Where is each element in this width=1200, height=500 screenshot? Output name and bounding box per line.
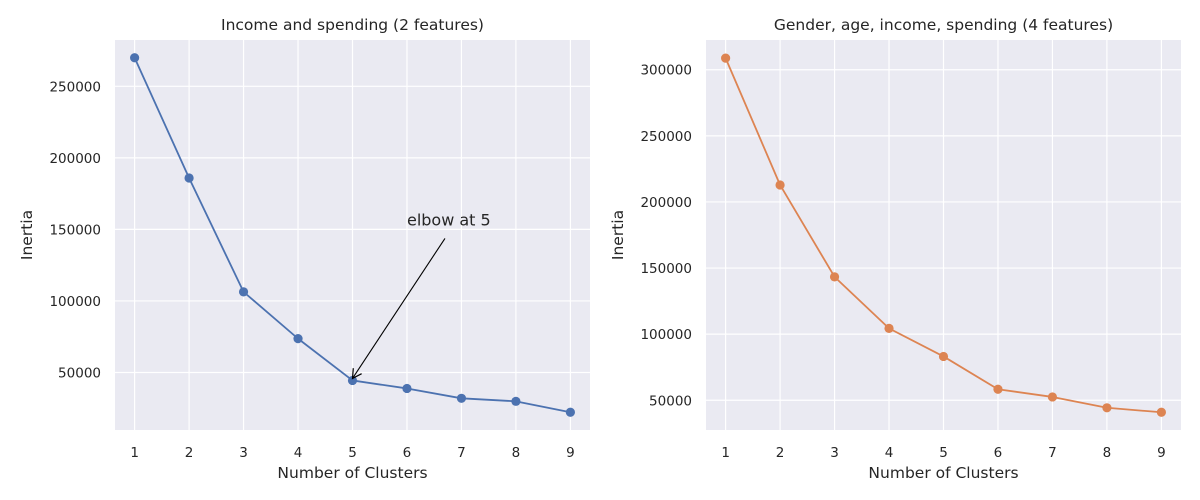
x-tick-label: 2: [185, 445, 194, 461]
y-tick-label: 100000: [640, 327, 692, 343]
data-point: [775, 180, 785, 190]
tick-labels-left: 1 2 3 4 5 6 7 8 9 50000 100000 150000 200000 250000: [49, 79, 574, 461]
x-tick-label: 2: [776, 445, 785, 461]
x-tick-label: 6: [403, 445, 412, 461]
chart-title-left: Income and spending (2 features): [221, 16, 484, 34]
y-tick-label: 50000: [649, 393, 692, 409]
x-axis-label-left: Number of Clusters: [277, 464, 427, 482]
y-tick-label: 250000: [640, 129, 692, 145]
x-axis-label-right: Number of Clusters: [868, 464, 1018, 482]
x-tick-label: 9: [1157, 445, 1166, 461]
x-tick-label: 5: [939, 445, 948, 461]
x-tick-label: 6: [994, 445, 1003, 461]
y-tick-label: 150000: [49, 222, 101, 238]
data-point: [293, 334, 303, 344]
data-point: [1156, 407, 1166, 417]
data-point: [721, 53, 731, 63]
data-point: [347, 375, 358, 386]
x-tick-label: 1: [721, 445, 730, 461]
annotation-text: elbow at 5: [407, 210, 491, 229]
tick-labels-right: 1 2 3 4 5 6 7 8 9 50000 100000 150000 200000 250000 30…: [640, 63, 1165, 461]
data-point: [402, 383, 412, 394]
annotation-left: elbow at 5: [351, 210, 491, 380]
x-tick-label: 3: [239, 445, 248, 461]
chart-left: 1 2 3 4 5 6 7 8 9 50000 100000 150000 200000 250000 e…: [18, 16, 590, 482]
data-point: [1047, 392, 1058, 402]
data-point: [938, 351, 949, 362]
series-left: [130, 53, 575, 417]
y-axis-label-left: Inertia: [18, 210, 36, 260]
data-point: [829, 272, 840, 282]
x-tick-label: 5: [348, 445, 357, 461]
data-point: [130, 53, 140, 63]
x-tick-label: 1: [130, 445, 139, 461]
chart-title-right: Gender, age, income, spending (4 feature…: [774, 16, 1113, 34]
y-tick-label: 200000: [640, 195, 692, 211]
x-tick-label: 3: [830, 445, 839, 461]
data-point: [1102, 403, 1112, 413]
y-tick-label: 200000: [49, 151, 101, 167]
data-point: [184, 173, 194, 183]
y-tick-label: 250000: [49, 79, 101, 95]
chart-right: 1 2 3 4 5 6 7 8 9 50000 100000 150000 200000 250000 30…: [609, 16, 1181, 482]
x-tick-label: 7: [457, 445, 466, 461]
data-point: [511, 396, 521, 406]
y-tick-label: 100000: [49, 294, 101, 310]
x-tick-label: 7: [1048, 445, 1057, 461]
data-point: [884, 323, 894, 333]
annotation-arrow: [351, 238, 446, 380]
x-tick-label: 4: [294, 445, 303, 461]
data-point: [993, 384, 1003, 394]
x-tick-label: 8: [512, 445, 521, 461]
grid-right: [706, 40, 1181, 430]
y-tick-label: 150000: [640, 261, 692, 277]
series-right: [721, 53, 1166, 417]
data-point: [565, 407, 575, 417]
x-tick-label: 4: [885, 445, 894, 461]
y-axis-label-right: Inertia: [609, 210, 627, 260]
data-point: [238, 287, 249, 297]
x-tick-label: 8: [1103, 445, 1112, 461]
y-tick-label: 50000: [58, 366, 101, 382]
data-point: [456, 393, 467, 403]
x-tick-label: 9: [566, 445, 575, 461]
y-tick-label: 300000: [640, 63, 692, 79]
